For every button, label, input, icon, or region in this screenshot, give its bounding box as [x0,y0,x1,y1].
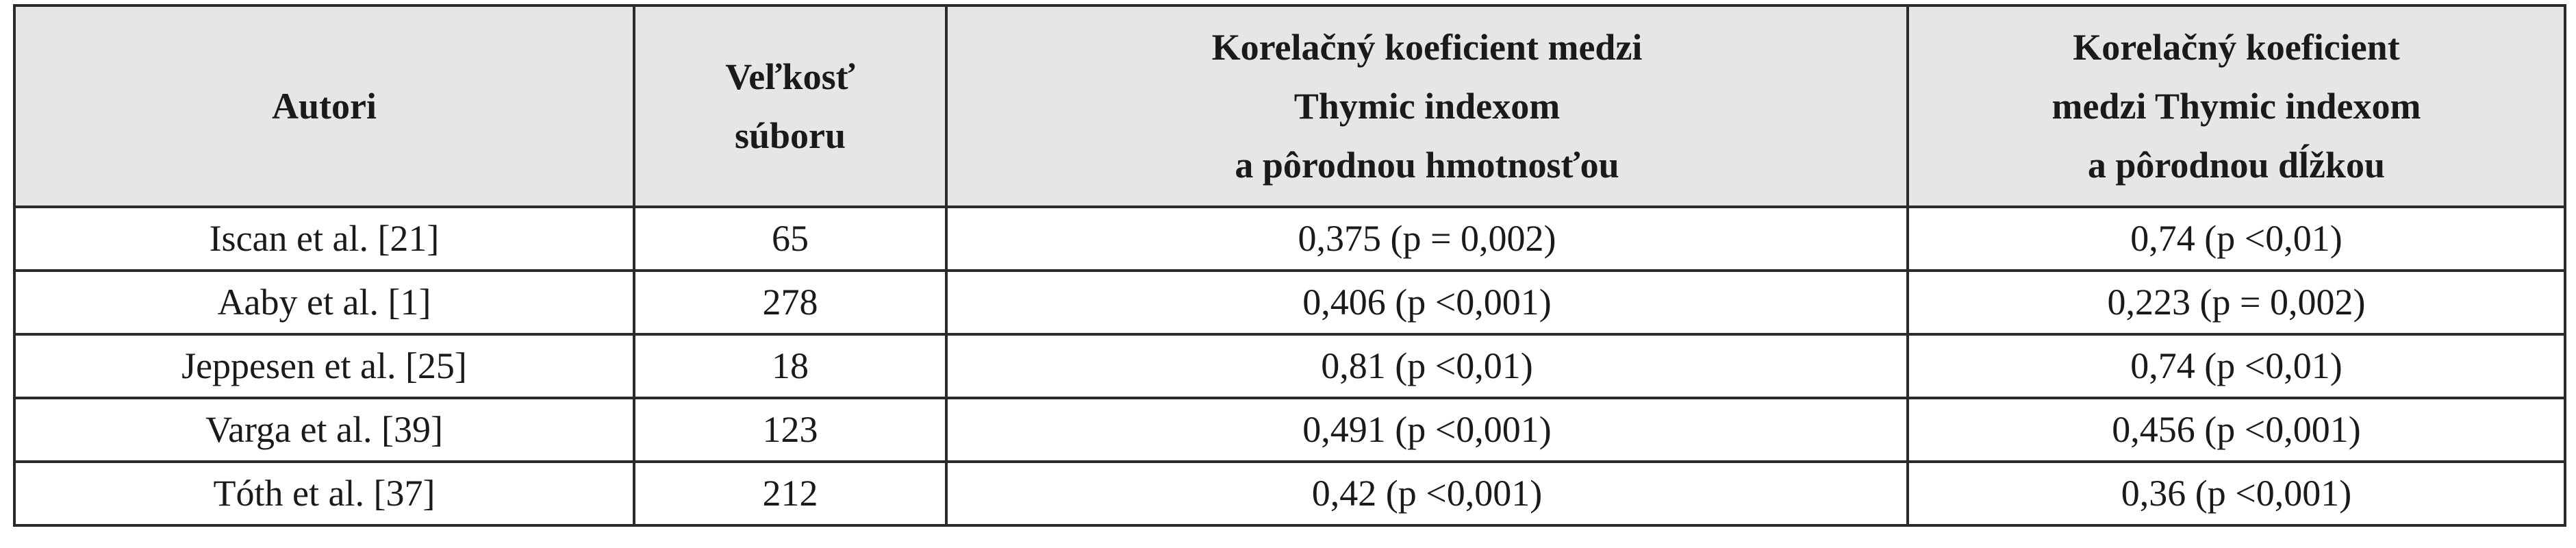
table-cell: 0,456 (p <0,001) [1906,397,2566,463]
table-cell: Tóth et al. [37] [13,460,635,527]
table-cell: 278 [633,269,948,336]
table-cell: 212 [633,460,948,527]
table-cell: 0,491 (p <0,001) [945,397,1909,463]
table-cell: 0,406 (p <0,001) [945,269,1909,336]
header-text: Autori [272,86,377,127]
table-cell: 0,375 (p = 0,002) [945,206,1909,272]
data-table: Autori Veľkosť súboru Korelačný koeficient … [13,4,2566,527]
header-text: Korelačný koeficient [2073,27,2400,68]
header-text: súboru [734,115,846,156]
header-text: a pôrodnou hmotnosťou [1235,145,1619,186]
table-row: Jeppesen et al. [25] 18 0,81 (p <0,01) 0,74… [13,333,2566,399]
header-cell: Korelačný koeficient medzi Thymic indexom… [945,4,1909,208]
table-row: Aaby et al. [1] 278 0,406 (p <0,001) 0,223 … [13,269,2566,336]
table-cell: 0,74 (p <0,01) [1906,206,2566,272]
header-text: Thymic indexom [1293,86,1561,127]
header-text: a pôrodnou dĺžkou [2087,145,2386,186]
header-row: Autori Veľkosť súboru Korelačný koeficient … [13,4,2566,208]
table-cell: 0,36 (p <0,001) [1906,460,2566,527]
table-cell: 18 [633,333,948,399]
header-text: Korelačný koeficient medzi [1211,27,1643,68]
table-cell: 0,74 (p <0,01) [1906,333,2566,399]
header-cell: Veľkosť súboru [633,4,948,208]
table-cell: Jeppesen et al. [25] [13,333,635,399]
table-cell: 123 [633,397,948,463]
table-cell: 65 [633,206,948,272]
table-row: Varga et al. [39] 123 0,491 (p <0,001) 0,45… [13,397,2566,463]
header-cell: Korelačný koeficient medzi Thymic indexom… [1906,4,2566,208]
table-cell: Aaby et al. [1] [13,269,635,336]
header-cell: Autori [13,4,635,208]
table-row: Iscan et al. [21] 65 0,375 (p = 0,002) 0,74… [13,206,2566,272]
header-text: medzi Thymic indexom [2051,86,2421,127]
table-cell: Iscan et al. [21] [13,206,635,272]
table-cell: 0,81 (p <0,01) [945,333,1909,399]
table-cell: 0,42 (p <0,001) [945,460,1909,527]
table-cell: Varga et al. [39] [13,397,635,463]
table-row: Tóth et al. [37] 212 0,42 (p <0,001) 0,36 (… [13,460,2566,527]
table-cell: 0,223 (p = 0,002) [1906,269,2566,336]
header-text: Veľkosť [725,56,855,97]
